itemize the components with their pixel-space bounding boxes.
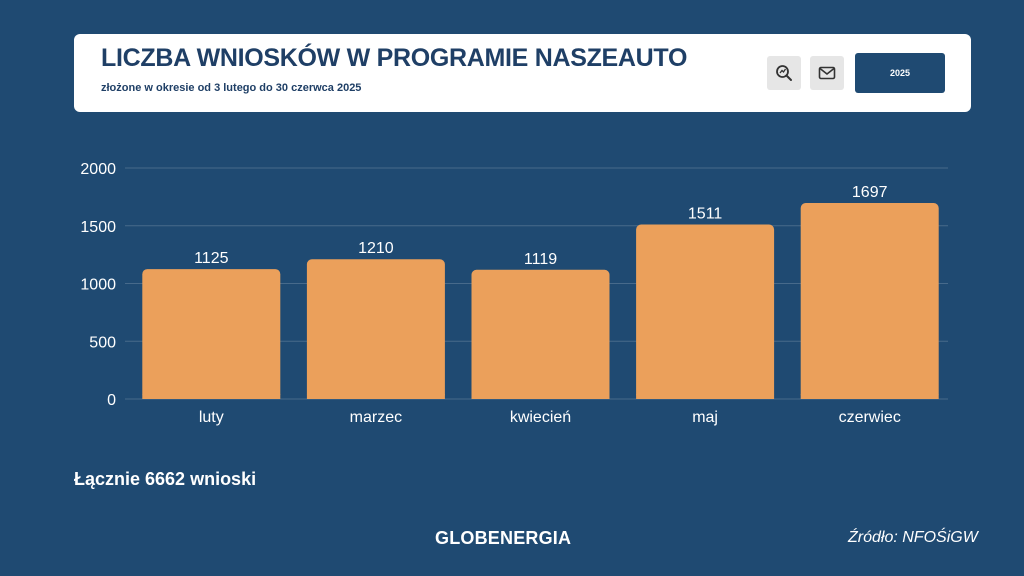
bar-base-4 [636, 394, 775, 399]
bar-1 [142, 269, 281, 399]
envelope-icon [818, 66, 836, 80]
total-summary: Łącznie 6662 wnioski [74, 469, 257, 489]
bar-base-1 [142, 394, 281, 399]
x-axis-ticks: luty marzec kwiecień maj czerwiec [199, 409, 901, 426]
page-subtitle: złożone w okresie od 3 lutego do 30 czer… [101, 82, 362, 94]
mail-button[interactable] [810, 56, 844, 90]
bar-base-5 [800, 394, 939, 399]
bar-value-label: 1210 [358, 240, 394, 257]
y-tick-label: 0 [107, 392, 116, 409]
x-tick-label: luty [199, 409, 224, 426]
source-credit: Źródło: NFOŚiGW [848, 529, 978, 546]
header-card: LICZBA WNIOSKÓW W PROGRAMIE NASZEAUTO zł… [74, 34, 971, 112]
x-tick-label: kwiecień [510, 409, 571, 426]
year-button[interactable]: 2025 [855, 53, 945, 93]
bar-5 [800, 202, 939, 399]
bar-value-labels: 1125 1210 1119 1511 1697 [194, 184, 888, 268]
search-button[interactable] [767, 56, 801, 90]
bar-3 [471, 269, 610, 399]
y-tick-label: 500 [89, 334, 116, 351]
page-title: LICZBA WNIOSKÓW W PROGRAMIE NASZEAUTO [101, 44, 688, 72]
bar-value-label: 1697 [852, 184, 888, 201]
y-tick-label: 2000 [80, 161, 116, 178]
y-tick-label: 1000 [80, 277, 116, 294]
y-tick-label: 1500 [80, 219, 116, 236]
bar-2 [306, 259, 445, 399]
x-tick-label: czerwiec [839, 409, 901, 426]
search-magnify-icon [776, 65, 792, 81]
x-tick-label: marzec [350, 409, 402, 426]
bar-value-label: 1511 [688, 205, 723, 222]
bar-value-label: 1125 [194, 250, 229, 267]
chart-bars [142, 202, 939, 399]
bar-value-label: 1119 [524, 251, 557, 268]
y-axis-ticks: 0 500 1000 1500 2000 [80, 161, 116, 409]
globenergia-logo: GLOBENERGIA [435, 528, 572, 548]
bar-chart: 0 500 1000 1500 2000 1125 1210 1119 1511 1697 lu… [80, 161, 948, 426]
bar-base-3 [471, 394, 610, 399]
bar-base-2 [306, 394, 445, 399]
x-tick-label: maj [692, 409, 718, 426]
bar-4 [636, 224, 775, 399]
